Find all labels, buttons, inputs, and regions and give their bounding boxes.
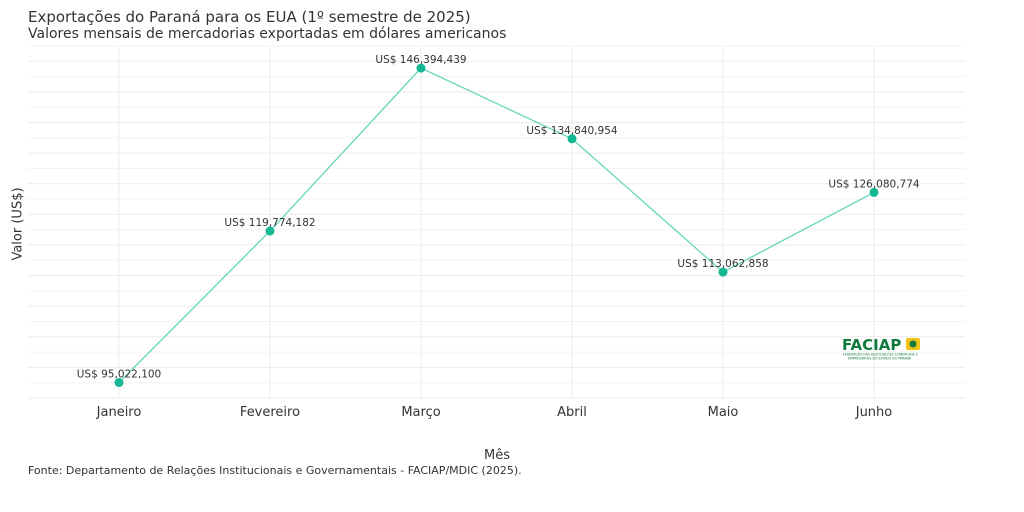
logo-wordmark: FACIAP bbox=[842, 336, 901, 354]
chart-subtitle: Valores mensais de mercadorias exportada… bbox=[28, 26, 507, 42]
data-point-janeiro bbox=[114, 378, 124, 388]
data-label: US$ 119,774,182 bbox=[224, 217, 315, 229]
data-labels: US$ 95,022,100 US$ 119,774,182 US$ 146,394… bbox=[77, 54, 920, 380]
data-point-março bbox=[416, 63, 426, 73]
data-point-maio bbox=[718, 267, 728, 277]
x-tick-label: Maio bbox=[708, 405, 739, 420]
data-label: US$ 134,840,954 bbox=[526, 125, 617, 137]
data-point-abril bbox=[567, 134, 577, 144]
data-label: US$ 126,080,774 bbox=[828, 178, 919, 190]
x-tick-label: Fevereiro bbox=[240, 405, 300, 420]
y-axis-label: Valor (US$) bbox=[10, 187, 26, 261]
x-tick-label: Janeiro bbox=[96, 405, 142, 420]
faciap-logo: FACIAP FEDERAÇÃO DAS ASSOCIAÇÕES COMERCI… bbox=[842, 336, 920, 361]
data-point-fevereiro bbox=[265, 226, 275, 236]
svg-text:EMPRESARIAIS DO ESTADO DO PARA: EMPRESARIAIS DO ESTADO DO PARANÁ bbox=[848, 356, 912, 361]
x-tick-label: Abril bbox=[557, 405, 587, 420]
data-label: US$ 113,062,858 bbox=[677, 258, 768, 270]
data-point-junho bbox=[869, 187, 879, 197]
series-line-group bbox=[118, 67, 875, 384]
x-axis-label: Mês bbox=[484, 448, 510, 463]
x-axis-ticks: Janeiro Fevereiro Março Abril Maio Junho bbox=[96, 405, 893, 420]
source-caption: Fonte: Departamento de Relações Instituc… bbox=[28, 464, 522, 477]
x-tick-label: Junho bbox=[855, 405, 893, 420]
data-label: US$ 146,394,439 bbox=[375, 54, 466, 66]
data-points bbox=[114, 63, 879, 388]
x-tick-label: Março bbox=[401, 405, 440, 420]
data-label: US$ 95,022,100 bbox=[77, 369, 162, 381]
svg-text:FEDERAÇÃO DAS ASSOCIAÇÕES COME: FEDERAÇÃO DAS ASSOCIAÇÕES COMERCIAIS E bbox=[843, 352, 918, 357]
grid bbox=[28, 45, 965, 399]
series-line bbox=[118, 67, 875, 384]
chart-title: Exportações do Paraná para os EUA (1º se… bbox=[28, 8, 471, 26]
